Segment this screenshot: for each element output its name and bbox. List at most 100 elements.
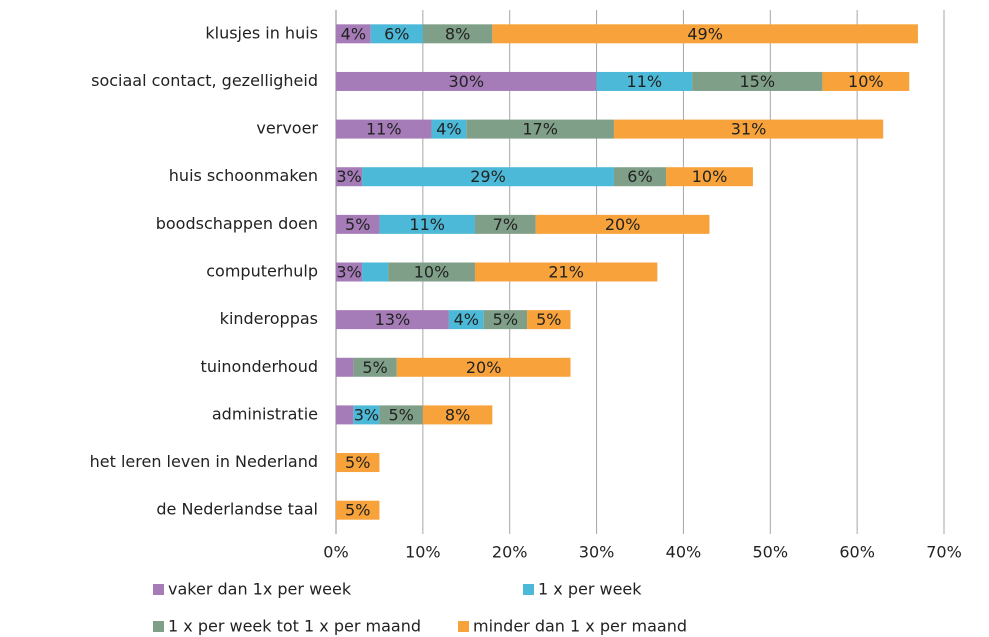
data-label: 8% <box>445 405 470 424</box>
data-label: 10% <box>848 72 884 91</box>
bar-segment <box>379 214 475 234</box>
data-label: 31% <box>731 120 767 139</box>
x-tick-label: 10% <box>405 543 441 562</box>
bar-segment <box>474 214 536 234</box>
data-label: 49% <box>687 24 723 43</box>
data-label: 20% <box>466 358 502 377</box>
bar-segment <box>822 71 910 91</box>
data-label: 11% <box>366 120 402 139</box>
bar-segment <box>527 310 571 330</box>
legend-label: minder dan 1 x per maand <box>473 617 687 636</box>
legend-swatch <box>153 621 164 632</box>
legend-label: vaker dan 1x per week <box>168 580 352 599</box>
data-label: 5% <box>345 215 370 234</box>
data-label: 6% <box>627 167 652 186</box>
x-tick-label: 40% <box>666 543 702 562</box>
bar-segment <box>431 119 467 139</box>
data-label: 3% <box>336 263 361 282</box>
legend-label: 1 x per week tot 1 x per maand <box>168 617 421 636</box>
bar-segment <box>362 262 389 282</box>
y-tick-label: klusjes in huis <box>205 23 318 42</box>
bar-segment <box>535 214 710 234</box>
bar-segment <box>353 405 380 425</box>
bar-segment <box>370 24 423 44</box>
legend-label: 1 x per week <box>538 580 642 599</box>
y-tick-label: tuinonderhoud <box>201 357 318 376</box>
x-tick-label: 50% <box>753 543 789 562</box>
bar-segment <box>336 214 380 234</box>
data-label: 5% <box>362 358 387 377</box>
bar-segment <box>596 71 693 91</box>
bar-segment <box>422 24 493 44</box>
data-label: 3% <box>354 405 379 424</box>
bar-segment <box>466 119 614 139</box>
bar-segment <box>353 357 397 377</box>
y-tick-label: het leren leven in Nederland <box>90 452 318 471</box>
data-label: 5% <box>536 310 561 329</box>
y-tick-label: administratie <box>212 404 318 423</box>
data-label: 4% <box>454 310 479 329</box>
bar-segment <box>388 262 475 282</box>
y-tick-label: boodschappen doen <box>156 214 318 233</box>
data-label: 21% <box>548 263 584 282</box>
data-label: 4% <box>341 24 366 43</box>
bar-segment <box>336 262 363 282</box>
bar-segment <box>613 167 667 187</box>
bar-segment <box>336 357 354 377</box>
x-tick-label: 30% <box>579 543 615 562</box>
data-label: 7% <box>493 215 518 234</box>
x-tick-label: 0% <box>323 543 348 562</box>
data-label: 5% <box>345 501 370 520</box>
y-tick-label: kinderoppas <box>220 309 318 328</box>
bar-segment <box>666 167 753 187</box>
data-label: 17% <box>522 120 558 139</box>
bar-segment <box>336 24 371 44</box>
data-label: 20% <box>605 215 641 234</box>
bar-segment <box>483 310 528 330</box>
data-label: 5% <box>493 310 518 329</box>
bar-segment <box>396 357 571 377</box>
data-label: 5% <box>345 453 370 472</box>
bar-segment <box>336 119 432 139</box>
data-label: 10% <box>692 167 728 186</box>
bar-segment <box>422 405 493 425</box>
bar-segment <box>336 453 380 473</box>
bar-segment <box>492 24 918 44</box>
bar-segment <box>362 167 614 187</box>
data-label: 13% <box>375 310 411 329</box>
bar-segment <box>336 167 363 187</box>
data-label: 11% <box>627 72 663 91</box>
legend-swatch <box>523 584 534 595</box>
bar-segment <box>336 71 597 91</box>
bar-segment <box>336 310 449 330</box>
data-label: 30% <box>449 72 485 91</box>
bar-segment <box>379 405 423 425</box>
data-label: 10% <box>414 263 450 282</box>
data-label: 11% <box>409 215 445 234</box>
bar-segment <box>336 500 380 520</box>
bar-segment <box>613 119 884 139</box>
data-label: 5% <box>388 405 413 424</box>
y-tick-label: vervoer <box>256 119 318 138</box>
data-label: 29% <box>470 167 506 186</box>
legend-swatch <box>153 584 164 595</box>
bar-segment <box>448 310 484 330</box>
bar-segment <box>692 71 823 91</box>
y-tick-label: de Nederlandse taal <box>156 500 318 519</box>
data-label: 8% <box>445 24 470 43</box>
y-tick-label: sociaal contact, gezelligheid <box>91 71 318 90</box>
data-label: 6% <box>384 24 409 43</box>
data-label: 4% <box>436 120 461 139</box>
bar-segment <box>336 405 354 425</box>
x-tick-label: 70% <box>926 543 962 562</box>
legend-swatch <box>458 621 469 632</box>
data-label: 15% <box>739 72 775 91</box>
bar-segment <box>474 262 658 282</box>
y-tick-label: huis schoonmaken <box>169 166 318 185</box>
x-tick-label: 20% <box>492 543 528 562</box>
y-tick-label: computerhulp <box>206 262 318 281</box>
data-label: 3% <box>336 167 361 186</box>
x-tick-label: 60% <box>839 543 875 562</box>
